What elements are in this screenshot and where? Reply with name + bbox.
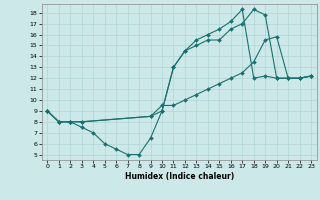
X-axis label: Humidex (Indice chaleur): Humidex (Indice chaleur) — [124, 172, 234, 181]
